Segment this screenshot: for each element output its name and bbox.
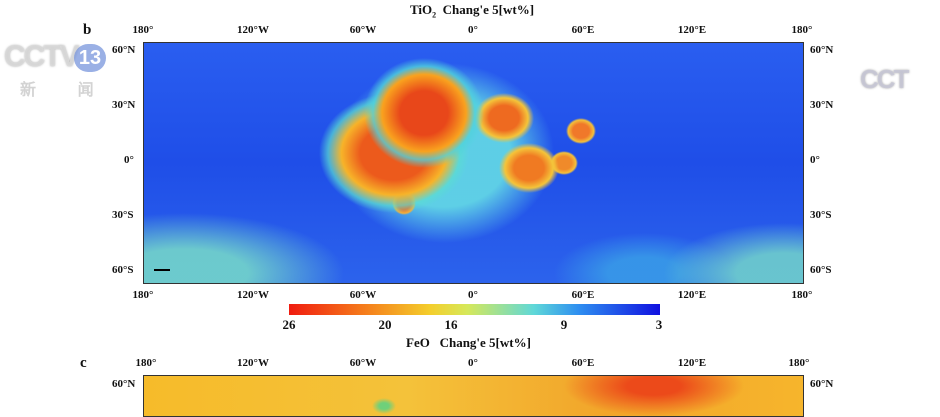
lon-tick-top: 120°W xyxy=(237,24,269,36)
lon-tick-c: 0° xyxy=(468,357,478,369)
cctv-logo-watermark: CCTV xyxy=(4,40,80,73)
lon-tick-bottom: 60°E xyxy=(571,289,595,301)
lon-tick-top: 60°E xyxy=(571,24,595,36)
lon-tick-bottom: 120°E xyxy=(677,289,707,301)
lon-tick-top: 120°E xyxy=(677,24,707,36)
lon-tick-top: 180° xyxy=(132,24,154,36)
lat-tick-right: 0° xyxy=(810,154,820,166)
lat-tick-c-right: 60°N xyxy=(810,378,834,390)
lon-tick-bottom: 180° xyxy=(132,289,154,301)
tio2-map xyxy=(143,42,804,284)
panel-b-label: b xyxy=(83,22,92,38)
lat-tick-c-left: 60°N xyxy=(112,378,136,390)
panel-c-label: c xyxy=(80,355,87,371)
lat-tick-left: 60°S xyxy=(112,264,134,276)
lat-tick-right: 30°N xyxy=(810,99,834,111)
lon-tick-c: 120°W xyxy=(237,357,269,369)
colorbar-label: 9 xyxy=(560,317,568,332)
lat-tick-left: 30°N xyxy=(112,99,136,111)
lon-tick-top: 60°W xyxy=(349,24,377,36)
lat-tick-right: 60°N xyxy=(810,44,834,56)
lat-tick-left: 0° xyxy=(124,154,134,166)
colorbar-label: 3 xyxy=(655,317,663,332)
lon-tick-bottom: 120°W xyxy=(237,289,269,301)
lon-tick-top: 180° xyxy=(791,24,813,36)
scale-bar xyxy=(154,269,170,271)
lat-tick-left: 60°N xyxy=(112,44,136,56)
colorbar-label: 16 xyxy=(444,317,458,332)
colorbar xyxy=(289,304,660,315)
lon-tick-bottom: 60°W xyxy=(349,289,377,301)
panel-c-title: FeO Chang'e 5[wt%] xyxy=(406,335,531,350)
lon-tick-c: 180° xyxy=(788,357,810,369)
news-watermark-text: 新 闻 xyxy=(20,80,112,99)
lon-tick-bottom: 0° xyxy=(468,289,478,301)
channel-13-badge: 13 xyxy=(74,44,106,72)
lat-tick-right: 60°S xyxy=(810,264,832,276)
lon-tick-bottom: 180° xyxy=(791,289,813,301)
lat-tick-right: 30°S xyxy=(810,209,832,221)
cctv-logo-right-watermark: CCT xyxy=(860,64,909,94)
lon-tick-c: 60°E xyxy=(571,357,595,369)
colorbar-label: 20 xyxy=(378,317,392,332)
panel-b-title: TiO2 Chang'e 5[wt%] xyxy=(410,2,535,20)
feo-map xyxy=(143,375,804,417)
lat-tick-left: 30°S xyxy=(112,209,134,221)
lon-tick-c: 180° xyxy=(135,357,157,369)
lon-tick-c: 60°W xyxy=(349,357,377,369)
lon-tick-top: 0° xyxy=(468,24,478,36)
colorbar-label: 26 xyxy=(282,317,296,332)
lon-tick-c: 120°E xyxy=(677,357,707,369)
